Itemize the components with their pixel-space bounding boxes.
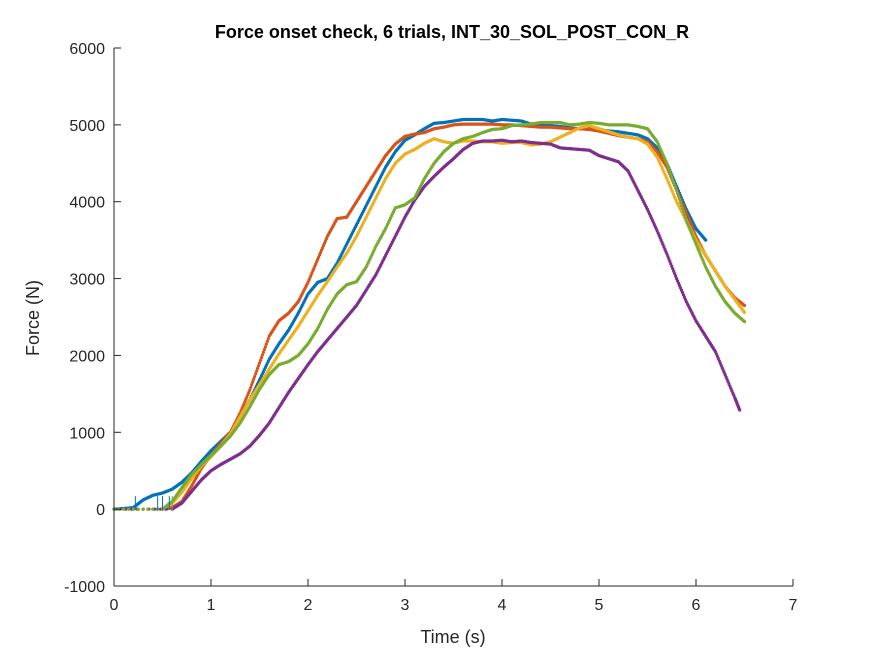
y-tick-label: 6000 bbox=[69, 41, 105, 58]
data-point bbox=[680, 207, 685, 211]
data-point bbox=[681, 210, 685, 214]
data-point bbox=[249, 385, 253, 389]
data-point bbox=[667, 257, 671, 261]
data-point bbox=[131, 507, 135, 511]
series-1 bbox=[112, 117, 708, 511]
data-point bbox=[151, 507, 155, 511]
x-tick-label: 2 bbox=[304, 597, 313, 614]
data-point bbox=[673, 272, 677, 276]
data-point bbox=[673, 183, 677, 187]
data-point bbox=[248, 388, 252, 392]
x-tick-label: 6 bbox=[692, 597, 701, 614]
data-point bbox=[679, 203, 684, 208]
data-point bbox=[675, 188, 679, 192]
y-tick-label: 1000 bbox=[69, 425, 105, 442]
x-tick-label: 3 bbox=[401, 597, 410, 614]
data-point bbox=[252, 377, 256, 381]
y-tick-label: 5000 bbox=[69, 118, 105, 135]
data-point bbox=[266, 337, 270, 341]
series-5 bbox=[112, 120, 747, 511]
data-point bbox=[254, 369, 259, 373]
x-tick-label: 5 bbox=[595, 597, 604, 614]
data-point bbox=[678, 200, 683, 205]
data-point bbox=[667, 167, 671, 171]
data-point bbox=[742, 303, 747, 308]
x-tick-label: 0 bbox=[110, 597, 119, 614]
data-point bbox=[666, 254, 670, 259]
y-tick-label: 3000 bbox=[69, 272, 105, 289]
data-point bbox=[255, 366, 260, 371]
y-tick-label: -1000 bbox=[64, 579, 105, 596]
data-point bbox=[742, 310, 747, 314]
data-point bbox=[259, 356, 264, 360]
data-point bbox=[122, 507, 126, 511]
data-point bbox=[674, 274, 678, 278]
data-point bbox=[670, 264, 674, 268]
chart-title: Force onset check, 6 trials, INT_30_SOL_… bbox=[215, 22, 689, 42]
data-point bbox=[665, 161, 669, 165]
data-point bbox=[671, 267, 675, 271]
data-point bbox=[683, 216, 687, 220]
data-point bbox=[258, 358, 263, 363]
data-point bbox=[668, 169, 672, 173]
data-point bbox=[672, 180, 676, 184]
data-point bbox=[738, 408, 742, 412]
data-point bbox=[261, 350, 265, 354]
data-point bbox=[665, 252, 669, 256]
data-point bbox=[253, 374, 257, 379]
y-tick-label: 4000 bbox=[69, 195, 105, 212]
data-point bbox=[669, 262, 673, 266]
data-point bbox=[742, 320, 747, 324]
y-tick-label: 0 bbox=[96, 502, 105, 519]
data-point bbox=[682, 213, 686, 217]
data-point bbox=[126, 507, 131, 511]
data-point bbox=[674, 185, 678, 190]
y-axis-label: Force (N) bbox=[23, 280, 43, 356]
x-tick-label: 4 bbox=[498, 597, 507, 614]
data-point bbox=[666, 164, 670, 168]
data-point bbox=[668, 259, 672, 263]
data-point bbox=[250, 383, 254, 387]
y-tick-label: 2000 bbox=[69, 348, 105, 365]
data-point bbox=[256, 364, 261, 368]
data-point bbox=[263, 345, 267, 349]
data-point bbox=[136, 507, 140, 511]
data-point bbox=[672, 269, 676, 273]
data-point bbox=[669, 172, 673, 176]
data-point bbox=[677, 197, 682, 202]
data-point bbox=[671, 177, 675, 182]
data-point bbox=[265, 339, 269, 344]
plot-area bbox=[112, 117, 747, 511]
data-point bbox=[262, 348, 266, 352]
x-axis-label: Time (s) bbox=[420, 627, 485, 647]
axes: 0 1 2 3 4 5 6 7 -1000 0 1000 2000 3000 4000 5000 6000 bbox=[64, 41, 797, 614]
x-tick-label: 1 bbox=[207, 597, 216, 614]
data-point bbox=[676, 194, 681, 198]
data-point bbox=[704, 238, 708, 242]
data-point bbox=[264, 342, 268, 346]
data-point bbox=[251, 380, 255, 384]
data-point bbox=[675, 191, 680, 195]
data-point bbox=[257, 361, 262, 365]
data-point bbox=[146, 507, 150, 511]
data-point bbox=[254, 372, 258, 376]
x-tick-label: 7 bbox=[789, 597, 798, 614]
data-point bbox=[141, 507, 145, 511]
data-point bbox=[260, 353, 265, 357]
data-point bbox=[670, 175, 674, 179]
